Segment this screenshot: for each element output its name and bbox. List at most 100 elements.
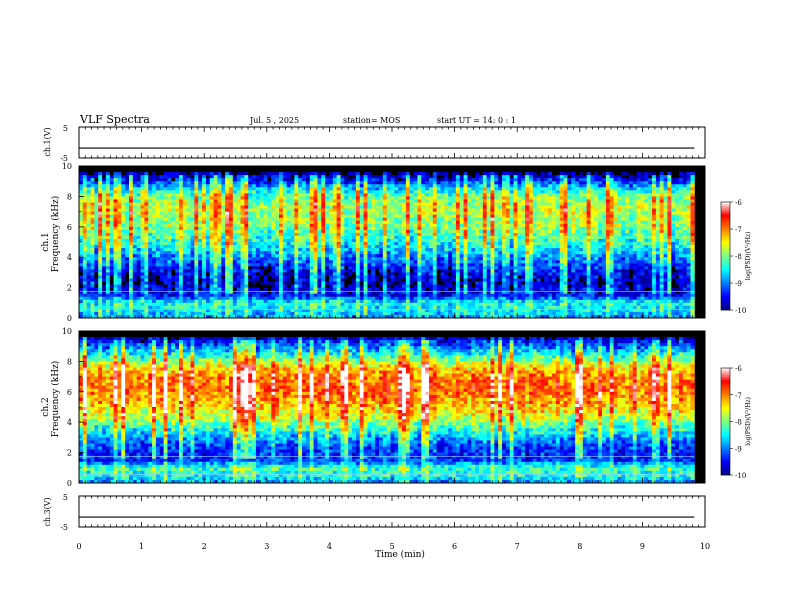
spectrogram-cell: [386, 184, 391, 188]
spectrogram-cell: [79, 293, 84, 298]
spectrogram-cell: [132, 263, 138, 267]
spectrogram-cell: [436, 199, 441, 203]
spectrogram-cell: [152, 199, 157, 203]
spectrogram-cell: [302, 308, 307, 313]
spectrogram-cell: [402, 235, 407, 240]
spectrogram-cell: [267, 245, 272, 249]
spectrogram-cell: [194, 302, 199, 307]
spectrogram-cell: [425, 257, 430, 261]
spectrogram-cell: [125, 284, 130, 288]
spectrogram-cell: [290, 232, 295, 237]
spectrogram-cell: [321, 181, 326, 185]
spectrogram-cell: [313, 278, 318, 282]
spectrogram-cell: [305, 202, 311, 206]
spectrogram-cell: [359, 293, 365, 298]
spectrogram-cell: [240, 296, 245, 301]
spectrogram-cell: [228, 193, 234, 197]
spectrogram-cell: [286, 245, 291, 249]
spectrogram-cell: [428, 308, 434, 313]
spectrogram-cell: [417, 220, 422, 225]
spectrogram-cell: [386, 260, 391, 264]
spectrogram-cell: [340, 235, 345, 240]
spectrogram-cell: [221, 290, 226, 295]
spectrogram-cell: [159, 248, 165, 252]
spectrogram-cell: [182, 214, 188, 219]
spectrogram-cell: [263, 190, 268, 194]
spectrogram-cell: [255, 211, 261, 216]
spectrogram-cell: [271, 269, 276, 273]
spectrogram-cell: [428, 299, 434, 304]
spectrogram-cell: [363, 199, 368, 203]
spectrogram-cell: [417, 290, 422, 295]
spectrogram-cell: [155, 223, 161, 228]
spectrogram-cell: [94, 208, 99, 212]
spectrogram-cell: [175, 238, 180, 243]
spectrogram-cell: [428, 263, 434, 267]
spectrogram-cell: [244, 278, 249, 282]
spectrogram-cell: [202, 199, 207, 203]
spectrogram-cell: [194, 172, 199, 176]
spectrogram-cell: [167, 193, 172, 197]
spectrogram-cell: [313, 284, 318, 288]
spectrogram-cell: [317, 248, 322, 252]
spectrogram-cell: [240, 254, 245, 258]
spectrogram-cell: [202, 308, 207, 313]
spectrogram-cell: [344, 235, 349, 240]
spectrogram-cell: [259, 238, 265, 243]
spectrogram-cell: [217, 278, 222, 282]
spectrogram-cell: [175, 305, 180, 310]
spectrogram-cell: [221, 281, 226, 285]
spectrogram-cell: [79, 214, 84, 219]
spectrogram-cell: [409, 202, 414, 206]
spectrogram-cell: [182, 296, 188, 301]
spectrogram-cell: [148, 251, 153, 255]
spectrogram-cell: [378, 175, 384, 179]
spectrogram-cell: [248, 308, 253, 313]
spectrogram-cell: [294, 305, 299, 310]
spectrogram-cell: [125, 278, 130, 282]
spectrogram-cell: [290, 275, 295, 279]
spectrogram-cell: [332, 293, 338, 298]
spectrogram-cell: [263, 242, 268, 246]
spectrogram-cell: [209, 263, 215, 267]
spectrogram-cell: [179, 208, 184, 212]
spectrogram-cell: [129, 205, 134, 209]
spectrogram-cell: [132, 175, 138, 179]
spectrogram-cell: [286, 281, 291, 285]
spectrogram-cell: [421, 302, 426, 307]
spectrogram-cell: [236, 190, 241, 194]
spectrogram-cell: [402, 193, 407, 197]
spectrogram-cell: [382, 245, 388, 249]
spectrogram-cell: [313, 238, 318, 243]
spectrogram-cell: [428, 287, 434, 292]
spectrogram-cell: [144, 257, 149, 261]
spectrogram-cell: [232, 308, 238, 313]
spectrogram-cell: [125, 232, 130, 237]
spectrogram-cell: [221, 187, 226, 191]
spectrogram-cell: [405, 254, 411, 258]
spectrogram-cell: [244, 202, 249, 206]
spectrogram-cell: [182, 254, 188, 258]
spectrogram-cell: [186, 172, 191, 176]
spectrogram-cell: [175, 242, 180, 246]
spectrogram-cell: [167, 275, 172, 279]
spectrogram-cell: [271, 275, 276, 279]
spectrogram-cell: [421, 217, 426, 222]
spectrogram-cell: [425, 278, 430, 282]
spectrogram-cell: [371, 242, 376, 246]
spectrogram-cell: [228, 184, 234, 188]
spectrogram-cell: [298, 302, 303, 307]
spectrogram-cell: [213, 238, 218, 243]
spectrogram-cell: [405, 266, 411, 270]
spectrogram-cell: [82, 187, 88, 191]
spectrogram-cell: [294, 311, 299, 316]
spectrogram-cell: [182, 302, 188, 307]
spectrogram-cell: [294, 187, 299, 191]
spectrogram-cell: [386, 284, 391, 288]
spectrogram-cell: [382, 229, 388, 234]
spectrogram-cell: [421, 260, 426, 264]
spectrogram-cell: [367, 205, 372, 209]
spectrogram-cell: [152, 187, 157, 191]
spectrogram-cell: [371, 184, 376, 188]
spectrogram-cell: [152, 257, 157, 261]
